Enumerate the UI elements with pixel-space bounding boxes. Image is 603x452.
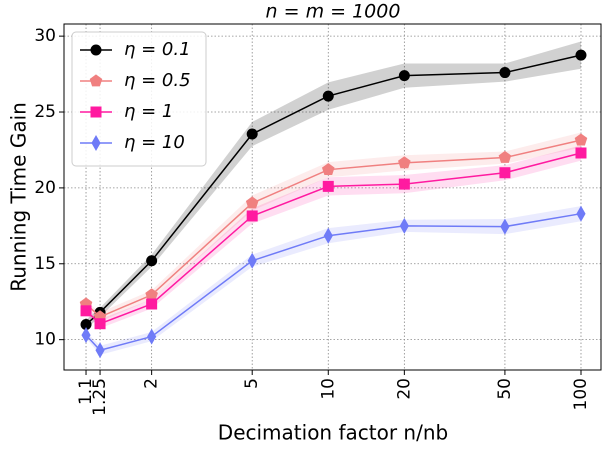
x-axis-label: Decimation factor n/nb	[218, 421, 448, 445]
marker	[399, 217, 409, 234]
marker	[246, 210, 258, 222]
marker	[398, 70, 410, 82]
legend-label: η = 0.5	[124, 70, 191, 91]
marker	[94, 318, 106, 330]
marker	[323, 227, 333, 244]
y-tick-label: 15	[34, 254, 56, 274]
marker	[245, 196, 259, 209]
x-tick-label: 5	[242, 378, 262, 389]
series-line	[85, 139, 582, 318]
legend-label: η = 0.1	[124, 39, 191, 60]
error-band	[86, 41, 581, 330]
marker	[81, 327, 91, 344]
x-tick-label: 1.25	[90, 378, 110, 416]
marker	[80, 305, 92, 317]
marker	[398, 156, 411, 169]
marker	[576, 205, 586, 222]
legend-marker	[89, 74, 103, 87]
x-tick-label: 1.1	[76, 378, 96, 405]
legend-label: η = 1	[124, 101, 173, 122]
marker	[95, 342, 105, 359]
legend-marker	[91, 134, 101, 152]
y-tick-label: 10	[34, 330, 56, 350]
marker	[321, 163, 335, 176]
marker	[322, 180, 334, 192]
x-tick-label: 10	[318, 378, 338, 400]
y-tick-label: 20	[34, 178, 56, 198]
x-tick-label: 50	[495, 378, 515, 400]
marker	[246, 128, 258, 140]
y-axis-label: Running Time Gain	[7, 102, 31, 292]
marker	[247, 252, 257, 269]
y-tick-label: 30	[34, 26, 56, 46]
marker	[500, 218, 510, 235]
x-tick-label: 2	[142, 378, 162, 389]
x-tick-label: 20	[394, 378, 414, 400]
chart-title: n = m = 1000	[266, 1, 401, 23]
series-line	[85, 54, 582, 326]
legend-box	[71, 31, 207, 167]
marker	[499, 167, 511, 179]
marker	[574, 133, 588, 146]
marker	[146, 298, 158, 310]
series-line	[85, 152, 582, 325]
marker	[398, 178, 410, 190]
marker	[146, 255, 158, 267]
series-line	[85, 212, 582, 352]
y-tick-label: 25	[34, 102, 56, 122]
marker	[147, 328, 157, 345]
marker	[575, 49, 587, 61]
plot-frame	[63, 23, 602, 371]
error-band	[86, 206, 581, 355]
legend-marker	[90, 44, 102, 56]
marker	[322, 90, 334, 102]
marker	[498, 150, 512, 163]
x-tick-label: 100	[571, 378, 591, 410]
marker	[499, 67, 511, 79]
legend-marker	[90, 106, 102, 118]
legend-label: η = 10	[124, 132, 185, 153]
marker	[575, 147, 587, 159]
